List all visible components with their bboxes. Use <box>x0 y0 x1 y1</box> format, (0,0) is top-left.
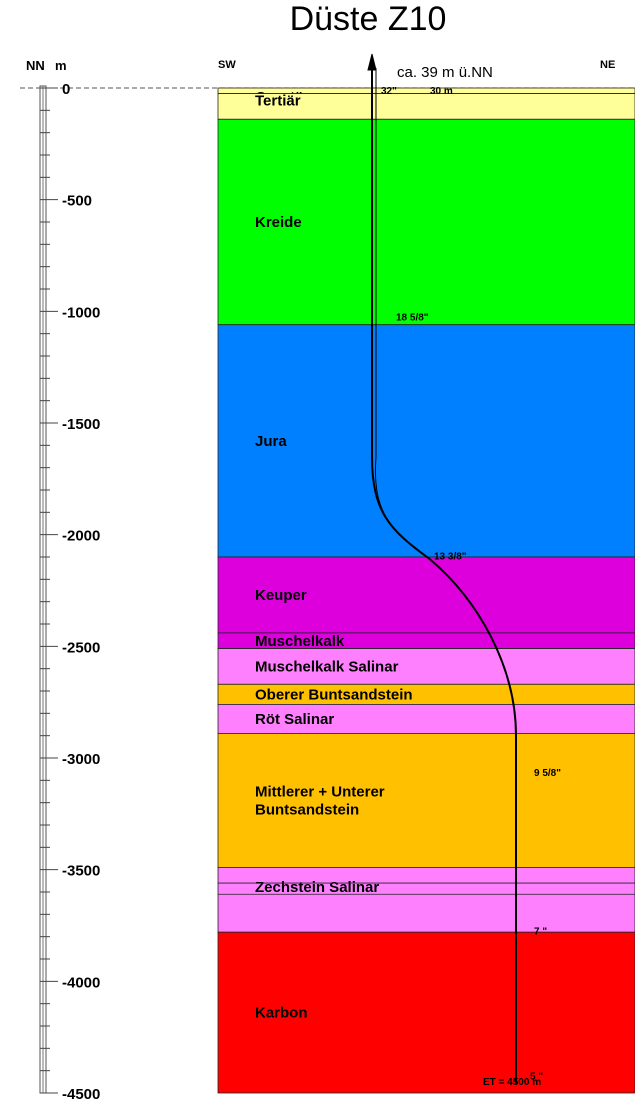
layer-band <box>217 867 635 933</box>
axis-tick-label: 0 <box>62 81 70 98</box>
derrick-icon <box>367 53 377 71</box>
casing-label: 13 3/8" <box>434 551 467 562</box>
layer-label: Jura <box>255 433 287 450</box>
axis-tick-label: -1500 <box>62 416 100 433</box>
casing-label: 32" <box>381 86 397 97</box>
casing-label: 30 m <box>430 86 453 97</box>
layer-band <box>217 118 635 326</box>
layer-label: Karbon <box>255 1005 308 1022</box>
casing-markers: 32" 30 m 18 5/8" 13 3/8" 9 5/8" 7 " 5 "ET = 45… <box>381 86 561 1088</box>
diagram-title: Düste Z10 <box>290 0 447 38</box>
layer-column: QuartärTertiärKreideJuraKeuperMuschelkal… <box>217 87 635 1094</box>
casing-label: 9 5/8" <box>534 768 561 779</box>
layer-label: Röt Salinar <box>255 711 334 728</box>
layer-band <box>217 931 635 1094</box>
casing-label: 7 " <box>534 926 547 937</box>
layer-label: Keuper <box>255 587 307 604</box>
layer-label: Oberer Buntsandstein <box>255 686 413 703</box>
axis-tick-label: -3000 <box>62 751 100 768</box>
layer-band <box>217 733 635 868</box>
layer-label: Zechstein Salinar <box>255 879 379 896</box>
casing-label: 18 5/8" <box>396 313 429 324</box>
layer-band <box>217 324 635 558</box>
axis-tick-label: -1000 <box>62 304 100 321</box>
well-trajectory-outline <box>374 68 517 1085</box>
well-path <box>367 53 517 1085</box>
layer-label: Tertiär <box>255 93 301 110</box>
axis-tick-label: -4500 <box>62 1086 100 1099</box>
layer-label: Kreide <box>255 214 302 231</box>
axis-label-nn: NN <box>26 58 45 73</box>
axis-tick-label: -2000 <box>62 528 100 545</box>
axis-tick-label: -4000 <box>62 974 100 991</box>
layer-label: Mittlerer + Unterer <box>255 783 385 800</box>
axis-tick-label: -500 <box>62 193 92 210</box>
axis-ticks: 0 -500 -1000 -1500 -2000 -2500 -3000 -3500 -4000… <box>40 81 100 1099</box>
layer-label: Buntsandstein <box>255 801 359 818</box>
direction-ne: NE <box>600 59 615 71</box>
axis-label-m: m <box>55 58 67 73</box>
casing-label: 5 " <box>530 1072 543 1083</box>
total-depth-label: ET = 4500 m <box>483 1077 541 1088</box>
axis-tick-label: -2500 <box>62 639 100 656</box>
axis-tick-label: -3500 <box>62 863 100 880</box>
direction-sw: SW <box>218 59 236 71</box>
elevation-label: ca. 39 m ü.NN <box>397 64 493 81</box>
layer-label: Muschelkalk Salinar <box>255 658 399 675</box>
depth-ruler <box>39 85 47 1094</box>
layer-band <box>217 704 635 734</box>
layer-label: Muschelkalk <box>255 633 345 650</box>
